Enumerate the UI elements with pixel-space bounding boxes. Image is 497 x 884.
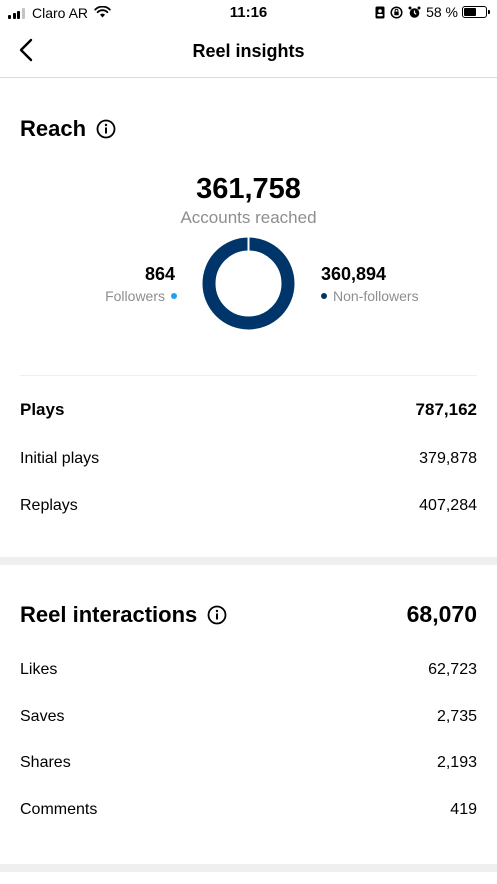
divider [20, 375, 477, 376]
status-time: 11:16 [229, 4, 268, 21]
page-title: Reel insights [192, 41, 305, 61]
likes-label: Likes [20, 661, 58, 678]
status-right: 58 % [375, 4, 490, 20]
reach-title: Reach [20, 116, 87, 141]
battery-level-fill [464, 8, 477, 16]
reach-donut-chart [202, 237, 295, 330]
initial-plays-value: 379,878 [419, 450, 477, 467]
list-item: Replays 407,284 [20, 497, 477, 515]
interactions-heading: Reel interactions [20, 602, 227, 628]
info-icon[interactable] [207, 605, 227, 625]
nonfollowers-dot [321, 293, 327, 299]
wifi-icon [94, 5, 111, 21]
nonfollowers-legend: Non-followers [321, 288, 419, 304]
section-separator [0, 557, 497, 565]
comments-label: Comments [20, 801, 98, 818]
status-bar: Claro AR 11:16 58 % [0, 0, 497, 26]
initial-plays-label: Initial plays [20, 450, 100, 467]
shares-value: 2,193 [436, 754, 477, 771]
interactions-title: Reel interactions [20, 602, 198, 627]
saves-value: 2,735 [436, 708, 477, 725]
nonfollowers-value: 360,894 [321, 264, 387, 284]
likes-value: 62,723 [428, 661, 477, 678]
list-item: Initial plays 379,878 [20, 450, 477, 468]
list-item: Comments 419 [20, 801, 477, 819]
plays-label: Plays [20, 400, 65, 419]
list-item: Shares 2,193 [20, 754, 477, 772]
status-left: Claro AR [8, 5, 111, 21]
info-icon[interactable] [96, 119, 116, 139]
followers-value: 864 [144, 264, 175, 284]
orientation-lock-icon [390, 5, 403, 19]
donut-nonfollowers-arc [202, 237, 295, 330]
alarm-icon [408, 6, 421, 19]
list-item: Saves 2,735 [20, 708, 477, 726]
carrier-name: Claro AR [32, 5, 89, 21]
nav-header: Reel insights [0, 26, 497, 78]
saves-label: Saves [20, 708, 65, 725]
reach-heading: Reach [20, 116, 116, 142]
nonfollowers-label: Non-followers [333, 288, 419, 304]
interactions-total: 68,070 [406, 601, 477, 627]
accounts-reached-label: Accounts reached [180, 208, 317, 227]
battery-icon [462, 6, 490, 18]
replays-label: Replays [20, 497, 78, 514]
followers-legend: Followers [105, 288, 177, 304]
plays-value: 787,162 [415, 400, 477, 419]
signal-icon [8, 7, 26, 19]
battery-percent: 58 % [426, 4, 458, 20]
accounts-reached-total: 361,758 [196, 173, 301, 205]
list-item: Likes 62,723 [20, 661, 477, 679]
section-separator [0, 864, 497, 872]
replays-value: 407,284 [419, 497, 477, 514]
shares-label: Shares [20, 754, 71, 771]
followers-label: Followers [105, 288, 165, 304]
back-button[interactable] [10, 36, 42, 68]
followers-dot [171, 293, 177, 299]
chevron-left-icon [19, 38, 33, 67]
comments-value: 419 [450, 801, 477, 818]
contact-card-icon [375, 6, 385, 19]
plays-row: Plays 787,162 [20, 400, 477, 420]
